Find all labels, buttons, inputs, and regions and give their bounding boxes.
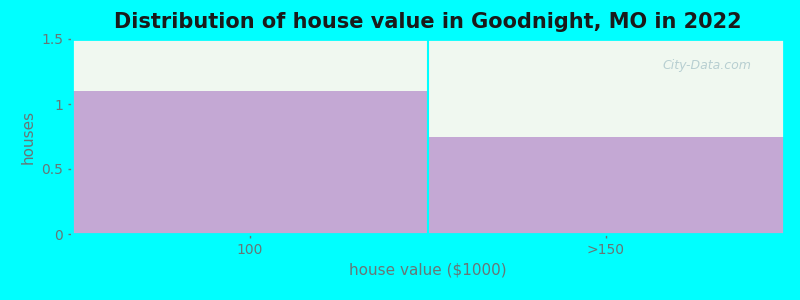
Text: City-Data.com: City-Data.com (663, 58, 752, 71)
Bar (428, 136, 784, 234)
Bar (72, 91, 428, 234)
Title: Distribution of house value in Goodnight, MO in 2022: Distribution of house value in Goodnight… (114, 12, 742, 32)
X-axis label: house value ($1000): house value ($1000) (349, 262, 507, 278)
Y-axis label: houses: houses (21, 110, 35, 164)
